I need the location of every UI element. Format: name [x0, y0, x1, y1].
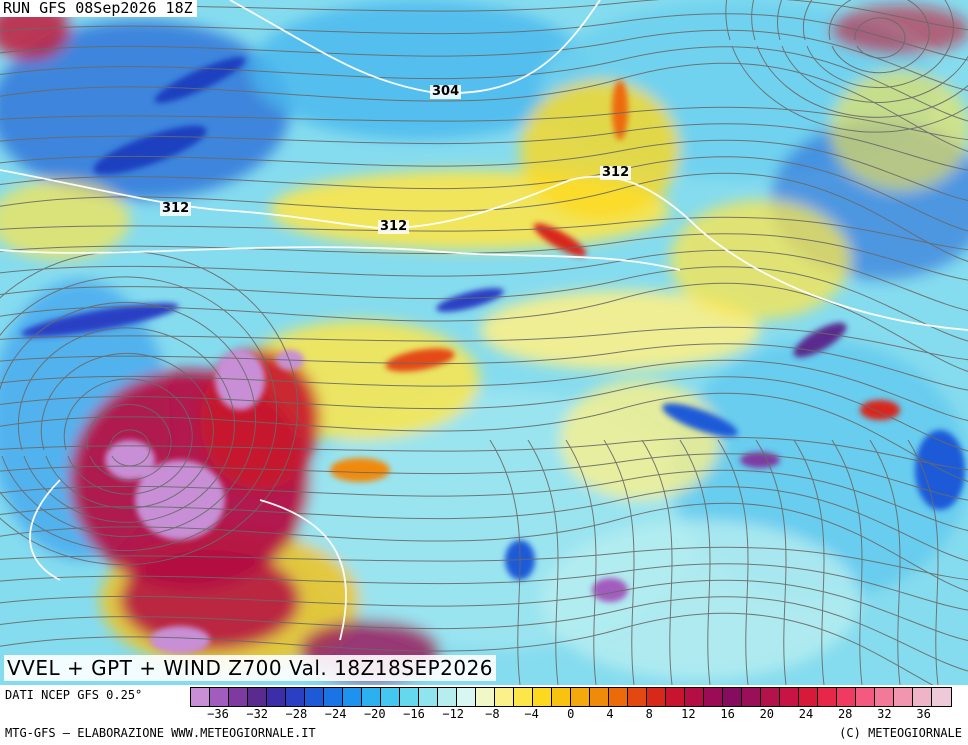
scale-tick-label: −36	[207, 707, 229, 721]
color-swatch	[267, 688, 286, 706]
color-swatch	[837, 688, 856, 706]
run-label: RUN GFS 08Sep2026 18Z	[0, 0, 197, 17]
color-swatch	[666, 688, 685, 706]
scale-tick-label: 8	[645, 707, 653, 721]
color-swatch	[875, 688, 894, 706]
scale-tick-label: 4	[606, 707, 614, 721]
color-swatch	[514, 688, 533, 706]
isoline-label: 304	[430, 84, 462, 99]
color-swatch	[742, 688, 761, 706]
color-swatch	[704, 688, 723, 706]
scale-tick-label: −8	[485, 707, 500, 721]
color-swatch	[438, 688, 457, 706]
isoline-label: 312	[160, 201, 192, 216]
color-swatch	[210, 688, 229, 706]
color-swatch	[381, 688, 400, 706]
color-swatch	[552, 688, 571, 706]
color-scale	[190, 687, 952, 707]
color-swatch	[400, 688, 419, 706]
color-swatch	[932, 688, 951, 706]
data-source: DATI NCEP GFS 0.25°	[5, 688, 143, 702]
color-swatch	[495, 688, 514, 706]
color-swatch	[856, 688, 875, 706]
scale-tick-label: 0	[567, 707, 575, 721]
scale-tick-label: −4	[524, 707, 539, 721]
color-swatch	[818, 688, 837, 706]
scale-tick-label: −32	[246, 707, 269, 721]
color-swatch	[913, 688, 932, 706]
color-swatch	[457, 688, 476, 706]
color-swatch	[799, 688, 818, 706]
color-swatch	[761, 688, 780, 706]
color-swatch	[723, 688, 742, 706]
scale-tick-label: 20	[759, 707, 775, 721]
isoline-label: 312	[378, 219, 410, 234]
credit-text: MTG-GFS — ELABORAZIONE WWW.METEOGIORNALE…	[5, 726, 316, 740]
scale-tick-label: 12	[681, 707, 696, 721]
color-swatch	[780, 688, 799, 706]
weather-map: RUN GFS 08Sep2026 18Z 304 312 312 312 VV…	[0, 0, 968, 685]
color-swatch	[685, 688, 704, 706]
color-swatch	[590, 688, 609, 706]
color-swatch	[628, 688, 647, 706]
scale-tick-label: 36	[916, 707, 931, 721]
isoline-label: 312	[600, 165, 632, 180]
color-swatch	[362, 688, 381, 706]
scale-tick-label: −16	[403, 707, 425, 721]
color-swatch	[476, 688, 495, 706]
color-swatch	[894, 688, 913, 706]
color-swatch	[571, 688, 590, 706]
scale-tick-label: 24	[798, 707, 814, 721]
color-swatch	[419, 688, 438, 706]
scale-tick-label: 28	[837, 707, 853, 721]
color-swatch	[248, 688, 267, 706]
vertical-velocity-field	[0, 0, 968, 685]
color-swatch	[305, 688, 324, 706]
scale-tick-label: −28	[285, 707, 308, 721]
color-swatch	[286, 688, 305, 706]
footer: DATI NCEP GFS 0.25° −36 −32 −28 −24 −20 −16 −1…	[0, 685, 968, 745]
color-swatch	[324, 688, 343, 706]
color-swatch	[191, 688, 210, 706]
color-swatch	[533, 688, 552, 706]
scale-tick-label: −24	[324, 707, 347, 721]
color-swatch	[609, 688, 628, 706]
map-title: VVEL + GPT + WIND Z700 Val. 18Z18SEP2026	[4, 655, 497, 681]
color-scale-ticks: −36 −32 −28 −24 −20 −16 −12 −8 −4 0 4 8 12 16 20 24 28 32…	[190, 707, 966, 723]
scale-tick-label: 32	[877, 707, 892, 721]
scale-tick-label: −20	[363, 707, 386, 721]
color-swatch	[343, 688, 362, 706]
scale-tick-label: 16	[720, 707, 735, 721]
color-swatch	[647, 688, 666, 706]
copyright-text: (C) METEOGIORNALE	[839, 726, 962, 740]
scale-tick-label: −12	[442, 707, 465, 721]
color-swatch	[229, 688, 248, 706]
